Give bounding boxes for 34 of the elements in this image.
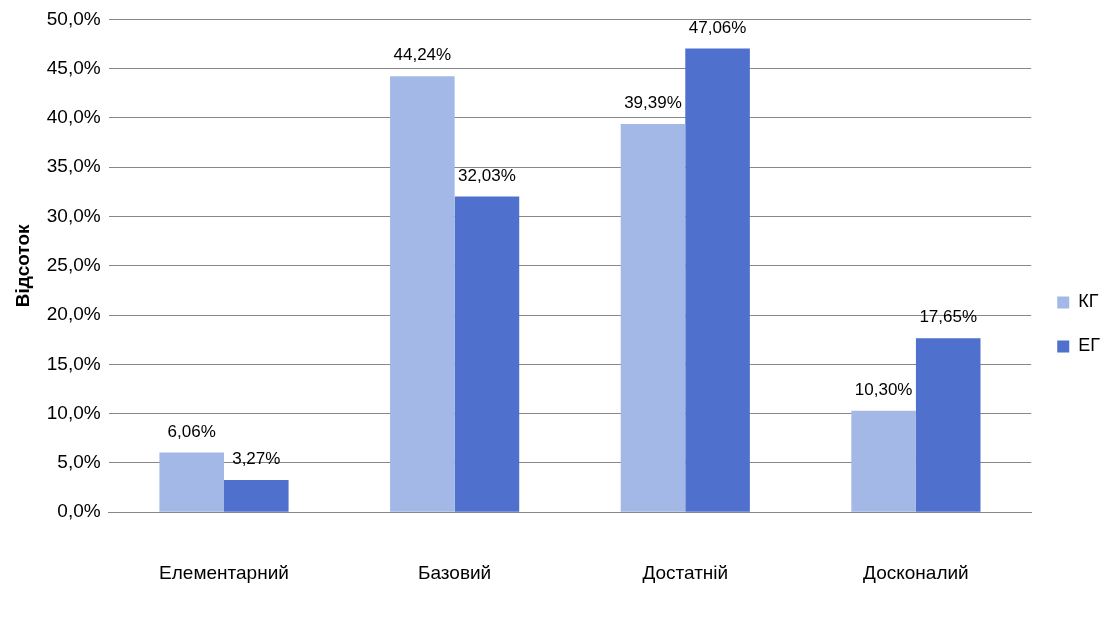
bar	[454, 196, 520, 512]
bar	[159, 452, 224, 512]
x-tick-label: Елементарний	[159, 561, 289, 583]
legend-label: ЕГ	[1078, 335, 1101, 356]
x-tick-label: Досконалий	[863, 561, 969, 583]
y-tick-label: 35,0%	[46, 155, 101, 177]
data-label: 39,39%	[624, 93, 682, 113]
y-tick-label: 40,0%	[46, 106, 101, 128]
y-tick-label: 5,0%	[57, 451, 101, 473]
data-label: 3,27%	[232, 449, 281, 469]
y-axis-title: Відсоток	[11, 223, 33, 308]
data-label: 44,24%	[393, 45, 452, 65]
data-label: 47,06%	[688, 17, 747, 37]
data-label: 32,03%	[458, 165, 516, 185]
bar	[224, 479, 289, 512]
data-label: 10,30%	[854, 379, 913, 399]
y-tick-label: 50,0%	[46, 7, 101, 29]
y-tick-label: 25,0%	[46, 254, 101, 276]
x-tick-label: Базовий	[418, 561, 492, 583]
y-tick-label: 10,0%	[46, 401, 101, 423]
data-label: 17,65%	[919, 307, 978, 327]
bar	[685, 48, 750, 512]
legend-label: КГ	[1078, 291, 1099, 312]
y-tick-label: 20,0%	[46, 303, 101, 325]
y-tick-label: 0,0%	[57, 500, 101, 522]
y-tick-label: 15,0%	[46, 352, 101, 374]
y-tick-label: 30,0%	[46, 204, 101, 226]
bar	[851, 410, 916, 512]
y-tick-label: 45,0%	[46, 56, 101, 78]
data-label: 6,06%	[167, 421, 216, 441]
bar	[390, 76, 455, 512]
bar	[915, 338, 981, 512]
x-tick-label: Достатній	[642, 561, 729, 583]
bar	[620, 123, 686, 512]
